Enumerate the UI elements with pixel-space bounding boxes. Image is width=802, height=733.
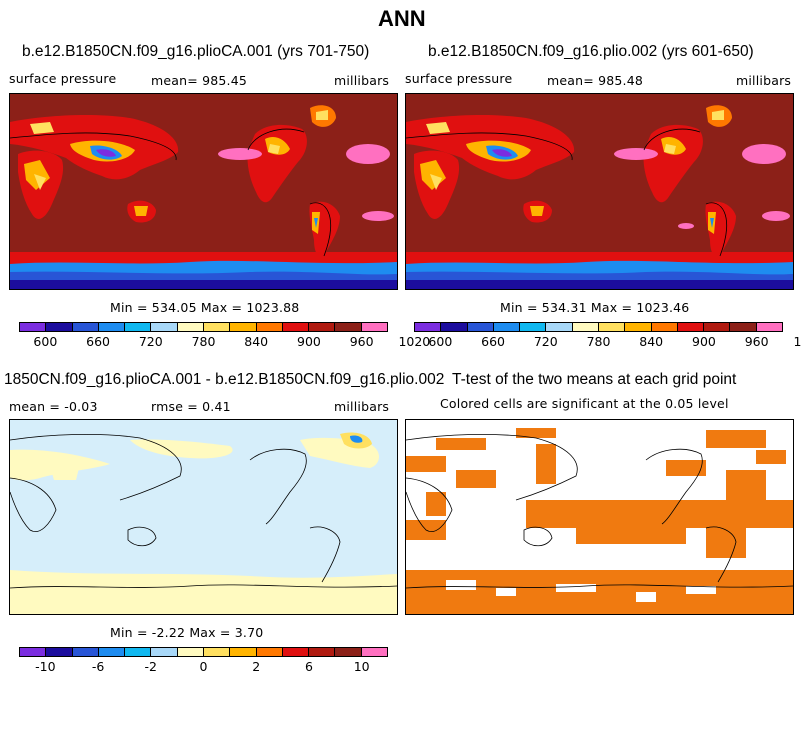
colorbar-swatch — [704, 323, 731, 331]
colorbar-swatch — [98, 648, 126, 656]
colorbar-tick-label: 780 — [586, 334, 611, 349]
colorbar-swatch — [282, 648, 310, 656]
colorbar-tick-label: 660 — [481, 334, 505, 349]
colorbar-swatch — [520, 323, 547, 331]
colorbar-swatch — [572, 323, 599, 331]
page-title: ANN — [378, 6, 426, 31]
colorbar-swatch — [335, 323, 362, 331]
colorbar-swatch — [309, 648, 336, 656]
panel1-map — [9, 93, 398, 290]
colorbar-tick-label: 660 — [86, 334, 110, 349]
panel1-north-america — [247, 124, 307, 203]
colorbar-tick-label: 840 — [639, 334, 664, 349]
panel3-map — [9, 419, 398, 615]
panel3-title: 1850CN.f09_g16.plioCA.001 - b.e12.B1850C… — [4, 371, 445, 388]
colorbar-swatch — [625, 323, 652, 331]
colorbar-swatch — [72, 323, 99, 331]
colorbar-swatch — [125, 323, 152, 331]
colorbar-swatch — [361, 648, 387, 656]
panel3-colorbar-ticks: -10 -6 -2 0 2 6 10 — [0, 659, 802, 675]
colorbar-tick-label: 960 — [349, 334, 374, 349]
colorbar-tick-label: 600 — [428, 334, 453, 349]
colorbar-swatch — [282, 323, 310, 331]
colorbar-swatch — [441, 323, 468, 331]
colorbar-swatch — [730, 323, 757, 331]
colorbar-swatch — [546, 323, 573, 331]
panel3-mean: mean = -0.03 — [9, 399, 98, 414]
panel1-high-north-pacific — [218, 148, 262, 160]
colorbar-tick-label: 1020 — [398, 334, 431, 349]
panel2-units: millibars — [736, 73, 792, 88]
colorbar-tick-label: 720 — [533, 334, 558, 349]
colorbar-swatch — [151, 323, 178, 331]
panel1-min-max: Min = 534.05 Max = 1023.88 — [110, 300, 300, 315]
colorbar-swatch — [256, 323, 283, 331]
panel1-mean: mean= 985.45 — [151, 73, 248, 88]
panel4-map — [405, 419, 794, 615]
panel3-min-max: Min = -2.22 Max = 3.70 — [110, 625, 264, 640]
colorbar-tick-label: -10 — [35, 659, 56, 674]
colorbar-swatch — [335, 648, 362, 656]
colorbar-tick-label: 720 — [138, 334, 163, 349]
colorbar-swatch — [493, 323, 521, 331]
panel2-mean: mean= 985.48 — [547, 73, 644, 88]
colorbar-swatch — [177, 323, 204, 331]
colorbar-tick-label: 10 — [353, 659, 370, 674]
colorbar-swatch — [177, 648, 204, 656]
colorbar-swatch — [467, 323, 494, 331]
panel3-colorbar — [19, 647, 388, 657]
colorbar-swatch — [98, 323, 126, 331]
colorbar-swatch — [415, 323, 442, 331]
colorbar-tick-label: 1020 — [793, 334, 802, 349]
colorbar-swatch — [203, 648, 231, 656]
colorbar-swatch — [230, 648, 257, 656]
colorbar-tick-label: 900 — [296, 334, 321, 349]
colorbar-swatch — [20, 648, 47, 656]
panel2-map — [405, 93, 794, 290]
colorbar-swatch — [72, 648, 99, 656]
colorbar-swatch — [756, 323, 782, 331]
panel1-colorbar — [19, 322, 388, 332]
colorbar-swatch — [256, 648, 283, 656]
colorbar-tick-label: 780 — [191, 334, 216, 349]
colorbar-swatch — [651, 323, 678, 331]
colorbar-swatch — [203, 323, 231, 331]
panel2-min-max: Min = 534.31 Max = 1023.46 — [500, 300, 690, 315]
colorbar-swatch — [598, 323, 626, 331]
panel3-rmse: rmse = 0.41 — [151, 399, 231, 414]
panel1-colorbar-ticks: 600 660 720 780 840 900 960 1020 — [0, 334, 802, 350]
panel2-colorbar — [414, 322, 783, 332]
panel4-significant-cells — [406, 428, 793, 614]
panel4-title: T-test of the two means at each grid poi… — [452, 371, 737, 388]
colorbar-tick-label: -6 — [91, 659, 105, 674]
colorbar-tick-label: 6 — [304, 659, 313, 674]
colorbar-tick-label: 2 — [252, 659, 261, 674]
colorbar-tick-label: 900 — [691, 334, 716, 349]
panel1-variable: surface pressure — [9, 71, 117, 86]
panel1-units: millibars — [334, 73, 390, 88]
colorbar-swatch — [46, 323, 73, 331]
panel1-title: b.e12.B1850CN.f09_g16.plioCA.001 (yrs 70… — [22, 43, 370, 60]
colorbar-tick-label: 0 — [199, 659, 208, 674]
colorbar-tick-label: 600 — [33, 334, 58, 349]
panel2-title: b.e12.B1850CN.f09_g16.plio.002 (yrs 601-… — [428, 43, 754, 60]
colorbar-swatch — [361, 323, 387, 331]
colorbar-swatch — [20, 323, 47, 331]
colorbar-tick-label: 840 — [244, 334, 269, 349]
colorbar-swatch — [125, 648, 152, 656]
colorbar-swatch — [230, 323, 257, 331]
colorbar-swatch — [677, 323, 705, 331]
colorbar-swatch — [309, 323, 336, 331]
colorbar-swatch — [46, 648, 73, 656]
colorbar-tick-label: 960 — [744, 334, 769, 349]
colorbar-tick-label: -2 — [144, 659, 158, 674]
colorbar-swatch — [151, 648, 178, 656]
panel2-colorbar-ticks: 600 660 720 780 840 900 960 1020 — [0, 334, 802, 350]
panel2-variable: surface pressure — [405, 71, 513, 86]
panel4-subtitle: Colored cells are significant at the 0.0… — [440, 396, 729, 411]
panel3-units: millibars — [334, 399, 390, 414]
